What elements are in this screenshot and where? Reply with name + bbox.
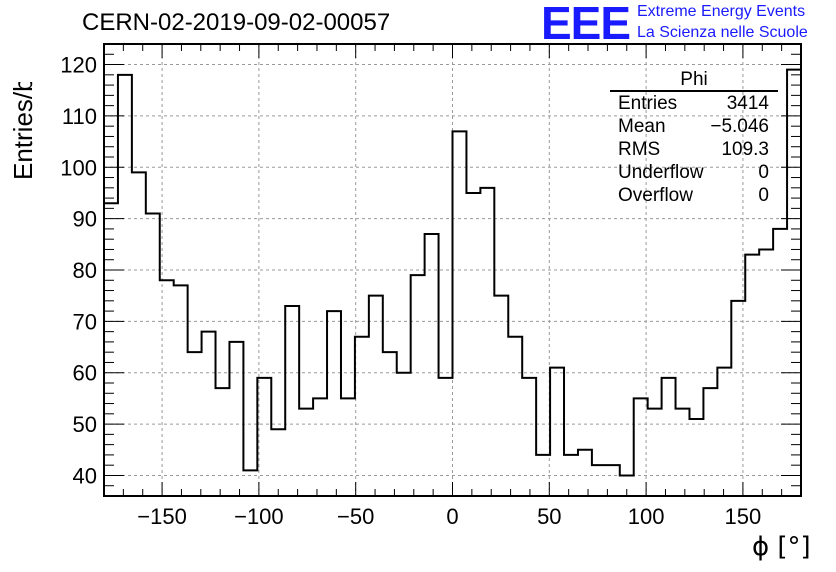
histogram-bin xyxy=(397,373,411,496)
histogram-bin xyxy=(174,285,188,496)
histogram-bin xyxy=(522,378,536,496)
histogram-bin xyxy=(257,378,271,496)
histogram-bin xyxy=(355,337,369,496)
stats-value: 0 xyxy=(758,162,769,183)
histogram-bin xyxy=(578,450,592,496)
histogram-bin xyxy=(787,70,801,496)
histogram-bin xyxy=(745,255,759,496)
x-tick-label: 150 xyxy=(725,504,762,529)
y-tick-label: 50 xyxy=(73,412,97,437)
histogram-bin xyxy=(689,419,703,496)
stats-value: −5.046 xyxy=(710,116,769,137)
histogram-bin xyxy=(439,378,453,496)
y-axis-label-svg: Entries/bin xyxy=(8,82,38,180)
y-axis-label: Entries/bin xyxy=(8,82,38,180)
stats-value: 3414 xyxy=(726,93,769,114)
histogram-bin xyxy=(313,398,327,496)
logo-line-1: Extreme Energy Events xyxy=(637,3,806,20)
eee-logo: EEE xyxy=(541,0,631,49)
histogram-bin xyxy=(118,75,132,496)
x-tick-label: −50 xyxy=(337,504,374,529)
y-tick-label: 40 xyxy=(73,463,97,488)
histogram-bin xyxy=(216,388,230,496)
histogram-bin xyxy=(369,296,383,496)
histogram-bin xyxy=(202,332,216,496)
stats-row-rms: RMS 109.3 xyxy=(610,138,778,161)
histogram-bin xyxy=(146,214,160,497)
x-tick-label: 50 xyxy=(537,504,561,529)
stats-title: Phi xyxy=(610,68,778,92)
histogram-bin xyxy=(592,465,606,496)
histogram-bin xyxy=(411,275,425,496)
histogram-bin xyxy=(271,429,285,496)
stats-value: 109.3 xyxy=(721,139,769,160)
x-axis-label: ϕ [°] xyxy=(752,532,811,562)
histogram-bin xyxy=(717,368,731,496)
y-tick-label: 110 xyxy=(62,104,97,129)
histogram-bin xyxy=(341,398,355,496)
histogram-bin xyxy=(132,172,146,496)
histogram-bin xyxy=(480,188,494,496)
y-tick-label: 60 xyxy=(73,361,97,386)
x-tick-labels: −150 −100 −50 0 50 100 150 xyxy=(137,504,761,529)
y-tick-label: 80 xyxy=(73,258,97,283)
histogram-bin xyxy=(508,337,522,496)
histogram-bin xyxy=(466,193,480,496)
histogram-bin xyxy=(104,203,118,496)
y-tick-label: 100 xyxy=(60,155,97,180)
stats-row-overflow: Overflow 0 xyxy=(610,184,778,207)
chart-title: CERN-02-2019-09-02-00057 xyxy=(82,9,391,36)
stats-row-mean: Mean −5.046 xyxy=(610,115,778,138)
histogram-bin xyxy=(662,378,676,496)
histogram-bin xyxy=(634,398,648,496)
x-tick-label: −150 xyxy=(137,504,187,529)
y-tick-label: 120 xyxy=(60,53,97,78)
y-tick-label: 70 xyxy=(73,309,97,334)
histogram-bin xyxy=(773,229,787,496)
stats-value: 0 xyxy=(758,185,769,206)
histogram-bin xyxy=(299,409,313,496)
stats-label: RMS xyxy=(618,139,661,160)
x-tick-label: −100 xyxy=(234,504,284,529)
histogram-bin xyxy=(425,234,439,496)
stats-row-entries: Entries 3414 xyxy=(610,92,778,115)
histogram-bin xyxy=(453,131,467,496)
stats-label: Overflow xyxy=(618,185,693,206)
histogram-bin xyxy=(285,306,299,496)
histogram-bin xyxy=(243,470,257,496)
histogram-bin xyxy=(606,465,620,496)
histogram-bin xyxy=(676,409,690,496)
stats-label: Entries xyxy=(618,93,678,114)
stats-label: Mean xyxy=(618,116,666,137)
y-tick-labels: 40 50 60 70 80 90 100 110 120 xyxy=(60,53,97,489)
logo-line-2: La Scienza nelle Scuole xyxy=(637,24,808,41)
stats-label: Underflow xyxy=(618,162,704,183)
histogram-bin xyxy=(703,388,717,496)
stats-row-underflow: Underflow 0 xyxy=(610,161,778,184)
x-tick-label: 100 xyxy=(628,504,665,529)
histogram-step-line xyxy=(104,68,801,477)
histogram-bin xyxy=(494,296,508,496)
axis-ticks xyxy=(103,43,802,497)
stats-box: Phi Entries 3414 Mean −5.046 RMS 109.3 Underfl… xyxy=(610,68,778,207)
histogram-bin xyxy=(648,409,662,496)
y-tick-label: 90 xyxy=(73,207,97,232)
histogram-bin xyxy=(327,311,341,496)
histogram-bin xyxy=(229,342,243,496)
histogram-bin xyxy=(550,368,564,496)
x-tick-label: 0 xyxy=(446,504,458,529)
